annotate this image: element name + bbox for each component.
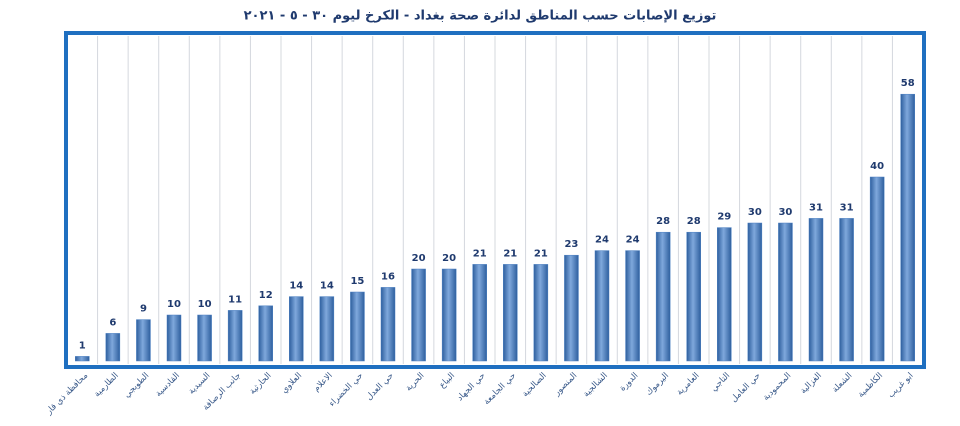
value-label: 20 <box>412 253 426 264</box>
bar <box>594 250 610 362</box>
value-label: 23 <box>564 239 578 250</box>
value-label: 29 <box>717 212 731 223</box>
value-label: 20 <box>442 253 456 264</box>
value-label: 14 <box>320 281 334 292</box>
bar <box>839 218 854 362</box>
value-label: 9 <box>140 304 147 315</box>
bar <box>564 254 579 362</box>
plot-frame <box>64 31 926 369</box>
bar <box>503 264 518 362</box>
bar <box>166 314 182 362</box>
bar <box>380 287 396 362</box>
bar <box>441 268 457 362</box>
value-label: 28 <box>687 216 701 227</box>
value-label: 24 <box>626 235 640 246</box>
value-label: 24 <box>595 235 609 246</box>
value-label: 28 <box>656 216 670 227</box>
bar <box>717 227 732 362</box>
chart-title: توزيع الإصابات حسب المناطق لدائرة صحة بغ… <box>244 9 717 24</box>
bar <box>350 291 365 362</box>
bar <box>411 268 426 362</box>
bar <box>319 296 335 362</box>
bar <box>808 218 824 362</box>
value-label: 30 <box>748 207 762 218</box>
value-label: 31 <box>840 202 854 213</box>
value-label: 21 <box>503 248 517 259</box>
bar <box>778 222 793 362</box>
value-label: 16 <box>381 271 395 282</box>
value-label: 58 <box>901 78 915 89</box>
value-label: 10 <box>167 299 181 310</box>
bar <box>655 231 671 362</box>
bar <box>747 222 763 362</box>
value-label: 15 <box>350 276 364 287</box>
bar <box>289 296 304 362</box>
value-label: 1 <box>79 340 86 351</box>
value-label: 10 <box>198 299 212 310</box>
bar <box>227 310 243 362</box>
value-label: 14 <box>289 281 303 292</box>
value-label: 30 <box>778 207 792 218</box>
bar <box>533 264 549 362</box>
value-label: 6 <box>109 317 116 328</box>
value-label: 11 <box>228 294 242 305</box>
bar <box>197 314 212 362</box>
value-label: 12 <box>259 290 273 301</box>
bar <box>136 319 151 362</box>
value-label: 40 <box>870 161 884 172</box>
bar <box>105 333 121 362</box>
value-label: 21 <box>534 248 548 259</box>
bar <box>686 231 701 362</box>
bar <box>869 176 885 362</box>
bar <box>625 250 640 362</box>
bar <box>258 305 273 362</box>
value-label: 21 <box>473 248 487 259</box>
bar <box>472 264 487 362</box>
bar <box>900 93 915 362</box>
value-label: 31 <box>809 202 823 213</box>
bar <box>75 356 90 362</box>
